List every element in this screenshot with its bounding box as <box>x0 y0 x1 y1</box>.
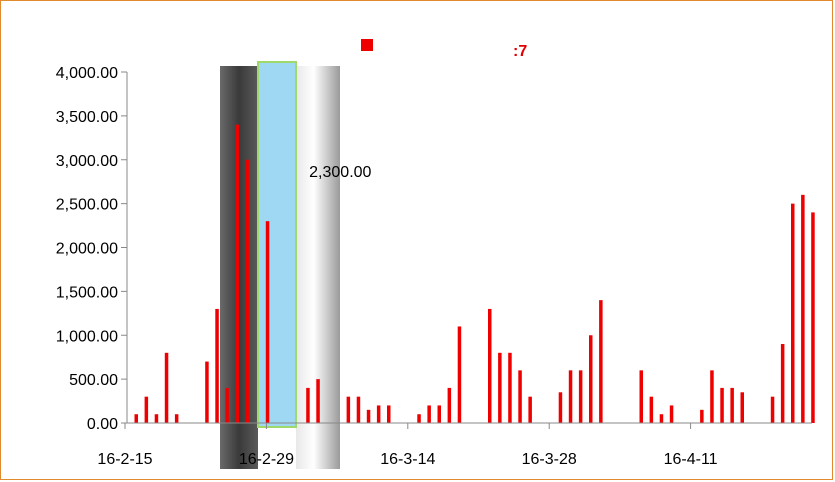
legend: :7 <box>361 39 527 60</box>
bar <box>518 370 522 423</box>
y-tick-label: 3,500.00 <box>56 109 118 126</box>
legend-label: :7 <box>513 43 527 60</box>
bar <box>265 221 270 423</box>
x-tick-label: 16-3-14 <box>380 451 435 468</box>
y-tick-label: 0.00 <box>87 416 118 433</box>
bar <box>427 405 431 423</box>
bar <box>245 159 250 423</box>
bar <box>730 387 734 423</box>
bar <box>568 370 573 423</box>
x-tick-label: 16-2-29 <box>239 451 294 468</box>
data-label: 2,300.00 <box>309 164 371 181</box>
bar <box>457 326 462 423</box>
data-labels: 2,300.002,600.00 <box>309 164 371 181</box>
bar <box>791 203 795 423</box>
bar <box>780 344 785 423</box>
bar <box>417 414 421 423</box>
bar <box>639 370 643 423</box>
x-tick-label: 16-2-15 <box>97 451 152 468</box>
bar <box>498 352 502 423</box>
bar <box>164 352 169 423</box>
x-axis: 16-2-15 16-2-29 16-3-14 16-3-28 16-4-11 <box>97 422 812 468</box>
bar <box>578 370 583 423</box>
bar <box>720 387 724 423</box>
y-tick-label: 2,000.00 <box>56 241 118 258</box>
bar <box>235 124 239 424</box>
bar <box>710 370 714 423</box>
bar <box>316 379 320 423</box>
bar <box>144 396 149 423</box>
bar <box>225 387 229 423</box>
y-axis: 0.00 500.00 1,000.00 1,500.00 2,000.00 2,500.… <box>56 65 128 433</box>
bar <box>649 396 654 423</box>
bar <box>659 414 664 423</box>
bar <box>376 405 381 423</box>
bar <box>801 194 805 423</box>
legend-swatch <box>361 39 373 51</box>
bar <box>387 405 391 423</box>
bar <box>770 396 775 423</box>
bar <box>488 308 492 423</box>
y-tick-label: 2,500.00 <box>56 197 118 214</box>
y-tick-label: 500.00 <box>69 372 118 389</box>
y-tick-label: 1,500.00 <box>56 284 118 301</box>
bar <box>740 392 744 423</box>
bar <box>811 212 815 423</box>
bar <box>437 405 441 423</box>
bar <box>558 392 563 423</box>
bar <box>528 396 532 423</box>
bar <box>154 414 159 423</box>
bar <box>306 387 310 423</box>
bar <box>508 352 512 423</box>
bar <box>447 387 452 423</box>
bar <box>215 308 219 423</box>
bar <box>134 414 138 423</box>
bar <box>599 300 603 423</box>
bar <box>205 361 209 423</box>
bar-series <box>134 124 815 424</box>
bar <box>366 409 371 423</box>
x-tick-label: 16-4-11 <box>664 451 718 468</box>
highlight-band <box>257 61 297 428</box>
bar <box>346 396 351 423</box>
bar <box>356 396 361 423</box>
bar <box>589 335 593 423</box>
bar <box>700 409 704 423</box>
bar <box>669 405 674 423</box>
y-tick-label: 1,000.00 <box>56 328 118 345</box>
x-tick-label: 16-3-28 <box>522 451 577 468</box>
y-tick-label: 4,000.00 <box>56 65 118 82</box>
bar <box>174 414 179 423</box>
y-tick-label: 3,000.00 <box>56 153 118 170</box>
